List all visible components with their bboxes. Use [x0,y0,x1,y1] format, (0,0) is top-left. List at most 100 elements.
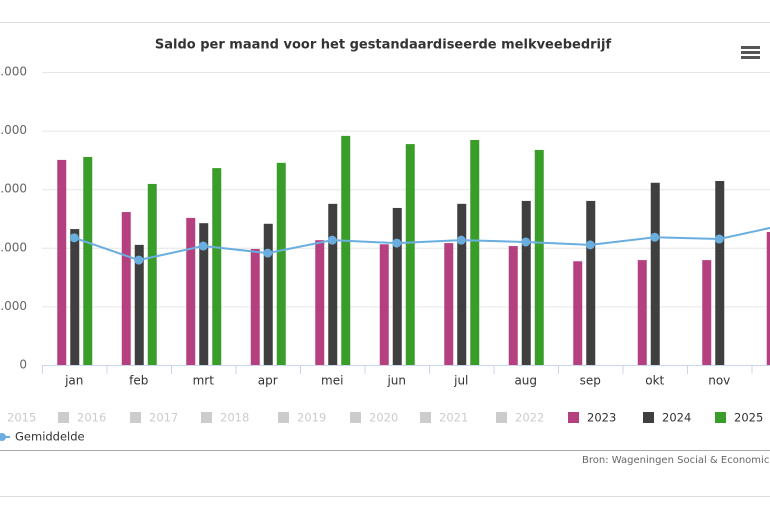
legend-label: 2022 [515,411,544,425]
x-tick-label: sep [580,374,601,388]
legend-swatch [350,412,361,423]
legend-label: 2017 [149,411,178,425]
line-point [456,235,466,245]
bar [57,159,67,365]
legend-item[interactable]: 2017 [130,411,178,425]
bar [766,231,770,365]
line-point [650,232,660,242]
bar [650,182,660,365]
x-tick-label: apr [258,374,278,388]
bar [250,248,260,365]
x-tick-label: jun [386,374,406,388]
line-point [714,234,724,244]
legend-item[interactable]: 2022 [496,411,544,425]
legend-item[interactable]: 2015 [0,411,36,425]
line-point [327,235,337,245]
bar [405,144,415,365]
legend-label: 2024 [662,411,691,425]
bar [121,212,131,365]
y-tick-label: 40.000 [0,123,27,137]
bar [715,180,725,365]
x-tick-label: jan [64,374,83,388]
bar [134,244,144,365]
legend-label: 2015 [7,411,36,425]
bar [379,244,389,365]
legend-swatch [420,412,431,423]
y-tick-label: 30.000 [0,182,27,196]
menu-bar [741,56,760,59]
bar [328,203,338,365]
line-point [585,240,595,250]
line-point [69,233,79,243]
legend-swatch [130,412,141,423]
legend-label: 2021 [439,411,468,425]
x-tick-label: aug [514,374,537,388]
x-tick-label: feb [129,374,148,388]
y-tick-label: 10.000 [0,299,27,313]
bar [276,162,286,365]
legend-item[interactable]: 2020 [350,411,398,425]
line-point [392,238,402,248]
bar [83,156,93,365]
menu-bar [741,46,760,49]
legend-swatch [496,412,507,423]
bar [392,207,402,365]
bar [263,223,273,365]
bar [147,183,157,365]
bar [341,135,351,365]
legend-label: 2023 [587,411,616,425]
legend-swatch [201,412,212,423]
legend-item[interactable]: 2016 [58,411,106,425]
bar [586,200,596,365]
bar [199,223,209,365]
legend-item[interactable]: 2018 [201,411,249,425]
legend-swatch [568,412,579,423]
legend-swatch [58,412,69,423]
line-point [134,255,144,265]
bar [534,149,544,365]
line-point [263,248,273,258]
credit: Bron: Wageningen Social & Economic [582,455,769,466]
y-tick-label: 0 [19,358,27,372]
x-tick-label: okt [645,374,664,388]
legend-label: Gemiddelde [15,430,85,444]
x-tick-label: jul [453,374,468,388]
line-series [73,226,770,262]
legend-swatch [278,412,289,423]
bar [70,229,80,365]
bar [457,203,467,365]
bar [315,240,325,365]
menu-bar [741,51,760,54]
x-tick-label: mei [321,374,343,388]
legend-label: 2016 [77,411,106,425]
bar [186,217,196,365]
y-tick-label: 20.000 [0,240,27,254]
bar [573,261,583,365]
legend-label: 2018 [220,411,249,425]
legend-item[interactable]: 2024 [643,411,691,425]
menu-button[interactable] [741,46,760,59]
bar [508,246,518,365]
legend-item[interactable]: Gemiddelde [0,430,85,444]
legend-label: 2025 [734,411,763,425]
legend-item[interactable]: 2025 [715,411,763,425]
y-tick-label: 50.000 [0,65,27,79]
bar [637,260,647,365]
bar [521,200,531,365]
bar [702,260,712,365]
legend-item[interactable]: 2019 [278,411,326,425]
x-tick-label: mrt [193,374,215,388]
line-point [198,241,208,251]
chart-title: Saldo per maand voor het gestandaardisee… [155,38,612,53]
legend-marker [0,433,6,441]
line-point [521,237,531,247]
legend-swatch [715,412,726,423]
bar [212,168,222,365]
bar [470,139,480,365]
legend-item[interactable]: 2021 [420,411,468,425]
legend-label: 2020 [369,411,398,425]
legend-item[interactable]: 2023 [568,411,616,425]
x-tick-label: nov [708,374,730,388]
legend-swatch [643,412,654,423]
